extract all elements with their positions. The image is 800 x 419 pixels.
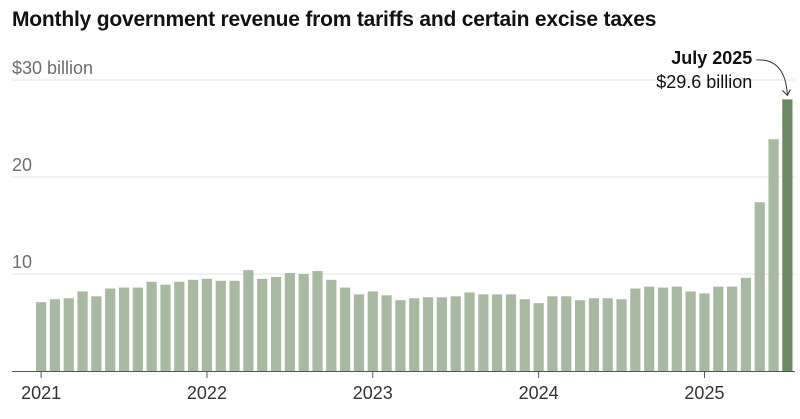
bar-jan-2025 [699,293,710,371]
bar-jun-2021 [105,288,116,371]
bar-mar-2025 [727,286,738,371]
bar-mar-2021 [63,298,74,371]
bar-apr-2023 [409,298,420,371]
bar-oct-2023 [492,294,503,371]
bar-aug-2024 [630,288,641,371]
bar-may-2023 [422,297,434,371]
bar-jun-2024 [602,298,613,371]
bar-apr-2021 [77,291,88,371]
bar-may-2021 [91,296,102,371]
bar-jul-2023 [450,296,461,371]
bar-apr-2025 [740,277,752,371]
bar-may-2024 [588,298,599,371]
bar-apr-2024 [574,300,586,371]
bar-mar-2023 [395,300,406,371]
bar-oct-2021 [160,284,171,371]
bar-aug-2023 [464,292,475,371]
bar-jul-2024 [616,299,627,371]
bar-feb-2023 [381,295,392,371]
bar-jul-2021 [118,287,130,371]
bar-jan-2021 [36,302,47,371]
annotation-arrowhead [782,89,791,97]
bar-apr-2022 [243,270,254,371]
bar-jan-2024 [533,303,544,371]
bar-feb-2024 [547,296,558,371]
y-tick-label: 10 [12,252,32,272]
bar-aug-2021 [132,287,143,371]
bar-dec-2023 [519,299,530,371]
x-tick-label: 2021 [21,383,61,403]
annotation-label: July 2025 [671,48,752,68]
bars [36,99,793,372]
gridlines [12,79,795,275]
bar-oct-2022 [326,279,337,371]
y-tick-label: 20 [12,155,32,175]
bar-jun-2022 [270,276,282,371]
bar-dec-2021 [188,279,199,371]
bar-nov-2023 [505,294,517,371]
bar-aug-2022 [298,274,309,371]
chart-title: Monthly government revenue from tariffs … [12,8,657,31]
y-axis-ticks: 10 20 $30 billion [12,58,93,272]
bar-sep-2023 [478,294,489,371]
bar-nov-2022 [340,287,351,371]
bar-mar-2024 [561,296,572,371]
bar-jul-2022 [284,273,295,371]
bar-oct-2024 [657,287,669,371]
bar-feb-2025 [713,286,724,371]
bar-nov-2024 [671,286,682,371]
bar-dec-2022 [353,294,365,371]
bar-jun-2023 [436,297,447,371]
highlight-annotation: July 2025 $29.6 billion [656,48,791,97]
bar-mar-2022 [229,280,240,371]
x-tick-label: 2024 [519,383,559,403]
bar-jan-2023 [367,291,378,371]
bar-nov-2021 [174,281,185,371]
bar-sep-2024 [644,286,655,371]
x-tick-label: 2022 [187,383,227,403]
bar-sep-2021 [146,281,157,371]
bar-dec-2024 [685,291,696,371]
x-tick-label: 2023 [353,383,393,403]
bar-jul-2025 [782,99,793,372]
annotation-arrow [756,59,788,96]
bar-may-2022 [257,278,268,371]
bar-may-2025 [754,202,765,371]
bar-feb-2022 [215,280,226,371]
bar-feb-2021 [49,299,61,371]
annotation-value: $29.6 billion [656,72,752,92]
bar-jun-2025 [768,139,779,371]
y-tick-label: $30 billion [12,58,93,78]
x-axis-ticks: 2021 2022 2023 2024 2025 [21,371,724,403]
bar-jan-2022 [201,278,213,371]
x-tick-label: 2025 [684,383,724,403]
bar-sep-2022 [312,271,323,371]
